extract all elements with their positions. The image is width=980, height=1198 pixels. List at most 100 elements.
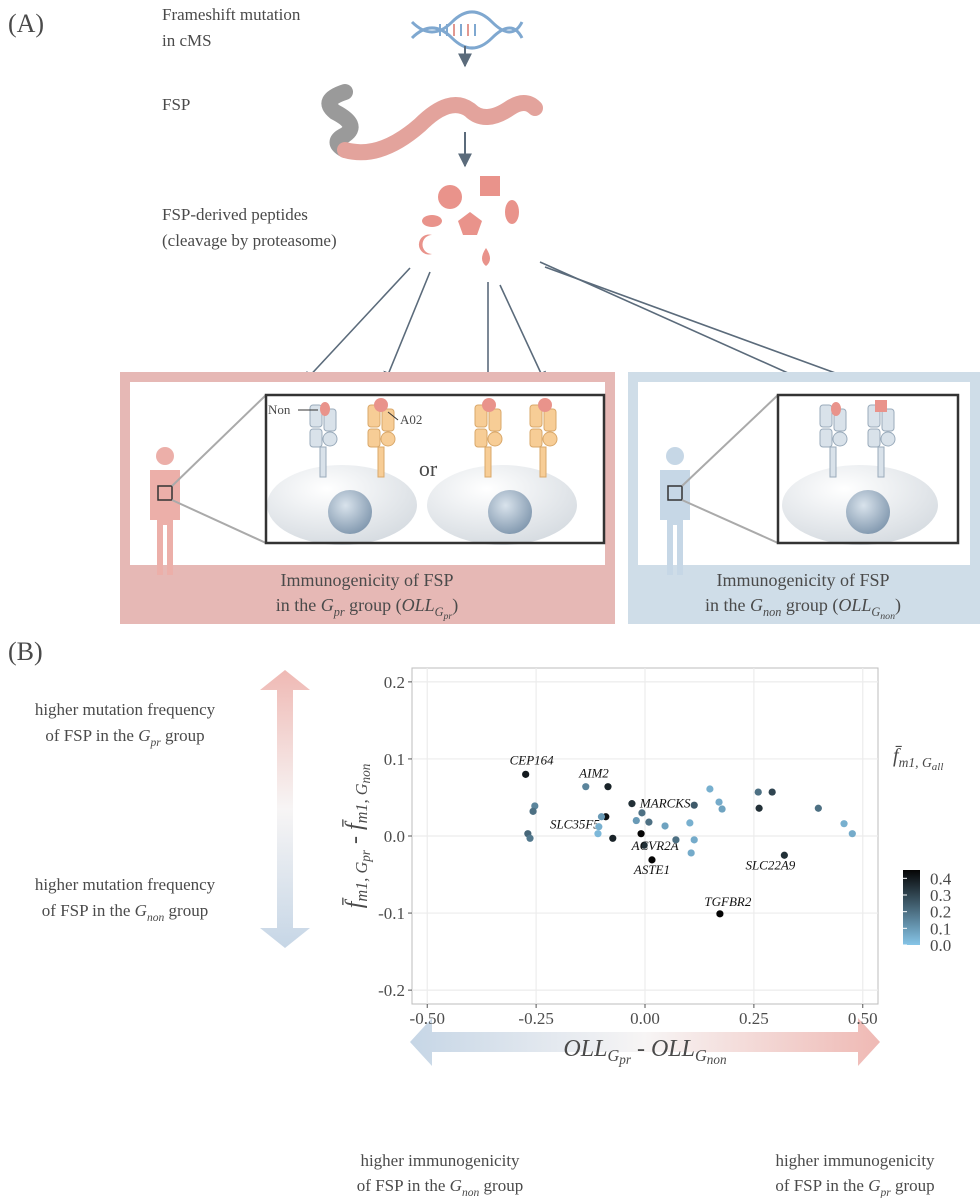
arrows (304, 262, 860, 382)
point (691, 802, 698, 809)
point (637, 830, 644, 837)
text-part: in the (705, 595, 750, 615)
point-label: AIM2 (578, 766, 609, 781)
text-part: higher immunogenicity (360, 1151, 520, 1170)
text-part: OLL (402, 595, 435, 615)
text-part: OLL (651, 1036, 695, 1062)
dna-icon (412, 12, 522, 48)
text-part: group (479, 1176, 523, 1195)
point (688, 849, 695, 856)
text-part: group ( (345, 595, 402, 616)
text-part: G (138, 726, 150, 745)
point (686, 819, 693, 826)
text-part: group (891, 1176, 935, 1195)
protein (345, 103, 535, 152)
colorbar (903, 870, 920, 945)
or-text: or (419, 456, 438, 481)
y-tick-label: 0.2 (384, 673, 405, 692)
subscript: pr (333, 605, 345, 619)
caption: Immunogenicity of FSP (280, 570, 453, 590)
point-label: TGFBR2 (704, 894, 751, 909)
text-part: group (161, 726, 205, 745)
panel-label: (A) (8, 9, 44, 38)
text-part: ) (895, 595, 901, 616)
subscript: non (763, 605, 781, 619)
text-part: ) (452, 595, 458, 616)
point (706, 785, 713, 792)
peptides (419, 176, 519, 266)
note: higher mutation frequency (35, 875, 216, 894)
text-part: - (342, 830, 368, 850)
scatter-plot: -0.50-0.250.000.250.500.20.10.0-0.1-0.2C… (342, 668, 952, 1067)
point-label: ACVR2A (631, 838, 679, 853)
caption: Immunogenicity of FSP (716, 570, 889, 590)
point (755, 788, 762, 795)
panel-a: (A) Frameshift mutation in cMS FSP FSP-d… (8, 5, 980, 624)
note: higher immunogenicity (360, 1151, 520, 1170)
text-part: higher mutation frequency (35, 700, 216, 719)
point (672, 836, 679, 843)
point-label: SLC35F5 (550, 817, 600, 832)
text-part: G (321, 595, 334, 615)
subscript: non (147, 911, 165, 924)
text-part: higher mutation frequency (35, 875, 216, 894)
point (718, 805, 725, 812)
note: of FSP in the Gnon group (42, 901, 208, 924)
point (815, 805, 822, 812)
text-part: OLL (563, 1036, 607, 1062)
colorbar-label: 0.0 (930, 936, 951, 955)
point (638, 809, 645, 816)
note: higher mutation frequency (35, 700, 216, 719)
subscript: non (358, 763, 373, 783)
text-part: G (750, 595, 763, 615)
step-text: (cleavage by proteasome) (162, 231, 337, 250)
subscript: G (871, 605, 880, 619)
hla-label: A02 (400, 412, 422, 427)
subscript: pr (618, 1052, 632, 1067)
subscript: non (462, 1186, 480, 1198)
text-part: of FSP in the (42, 901, 135, 920)
point (609, 835, 616, 842)
subscript: m1, G (352, 783, 371, 823)
text-part: G (450, 1176, 462, 1195)
note: of FSP in the Gpr group (775, 1176, 934, 1198)
subscript: m1, G (899, 755, 932, 770)
step-text: in cMS (162, 31, 212, 50)
x-tick-label: 0.25 (739, 1009, 769, 1028)
text-part: of FSP in the (357, 1176, 450, 1195)
x-tick-label: 0.50 (848, 1009, 878, 1028)
y-axis-title: f̄m1, Gpr - f̄m1, Gnon (342, 763, 373, 908)
subscript: pr (442, 611, 452, 622)
step-text: Frameshift mutation (162, 5, 301, 24)
text-part: Immunogenicity of FSP (280, 570, 453, 590)
point-label: CEP164 (510, 752, 555, 767)
note: higher immunogenicity (775, 1151, 935, 1170)
x-tick-label: -0.25 (518, 1009, 553, 1028)
point (661, 822, 668, 829)
subscript: G (695, 1046, 707, 1065)
y-tick-label: -0.1 (378, 904, 405, 923)
colorbar-title: f̄m1, Gall (893, 745, 943, 773)
point (769, 788, 776, 795)
y-tick-label: 0.1 (384, 750, 405, 769)
point (849, 830, 856, 837)
point (522, 771, 529, 778)
vertical-arrow (260, 670, 310, 948)
point-label: SLC22A9 (745, 857, 795, 872)
y-tick-label: -0.2 (378, 981, 405, 1000)
subscript: all (932, 761, 944, 773)
x-tick-label: -0.50 (410, 1009, 445, 1028)
point (628, 800, 635, 807)
text-part: of FSP in the (45, 726, 138, 745)
subscript: m1, G (352, 862, 371, 902)
subscript: G (435, 605, 444, 619)
point (840, 820, 847, 827)
subscript: G (607, 1046, 619, 1065)
point (756, 805, 763, 812)
step-text: FSP-derived peptides (162, 205, 308, 224)
panel-label: (B) (8, 637, 43, 666)
point (526, 835, 533, 842)
point (598, 813, 605, 820)
text-part: G (135, 901, 147, 920)
subscript: non (707, 1052, 727, 1067)
